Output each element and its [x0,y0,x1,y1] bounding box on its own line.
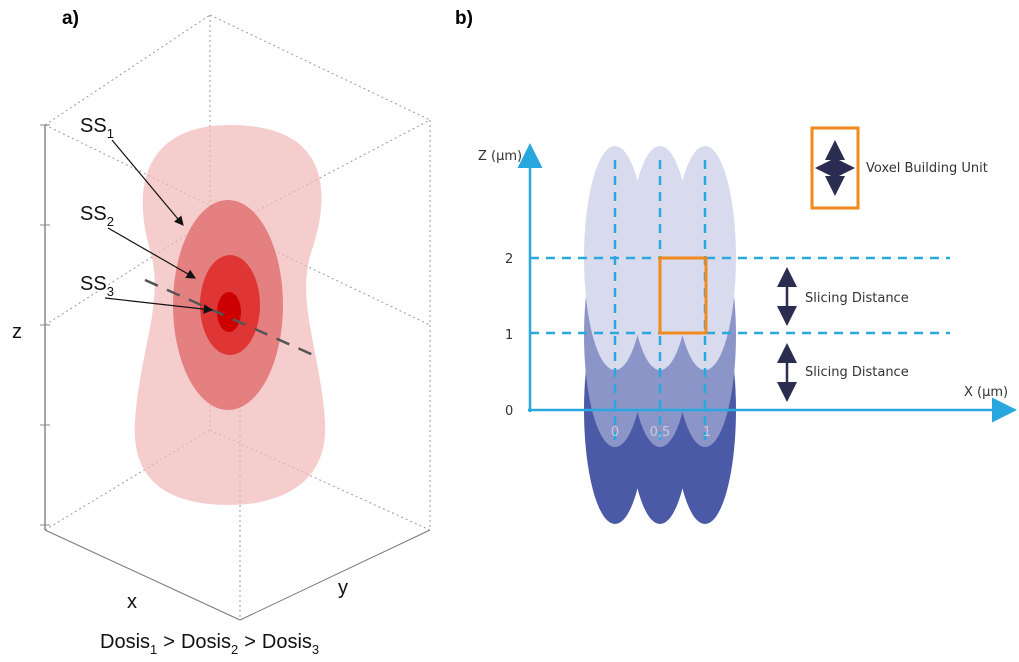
tick-label: 2 [505,252,513,267]
tick-label: 0 [505,404,513,419]
axis-label: z [12,321,22,343]
caption: Dosis1>Dosis2>Dosis3 [100,631,319,657]
axis-label: x [127,591,137,613]
legend-label: Voxel Building Unit [866,161,988,176]
axis-label: y [338,577,348,599]
annotation: Slicing Distance [805,365,909,380]
panel-label: a) [62,8,79,29]
voxel-ellipses [584,146,736,524]
figure: a) SS1 SS2 SS3 z x y Dosis1>Dosis2>Dosis… [0,0,1019,662]
axis-title: X (µm) [964,385,1008,400]
annotation: Slicing Distance [805,291,909,306]
core [217,292,241,332]
legend-icon [820,145,850,191]
panel-label: b) [455,8,473,29]
tick-label: 1 [703,425,711,440]
tick-label: 1 [505,328,513,343]
ss-label: SS3 [80,273,114,299]
tick-label: 0 [611,425,619,440]
ss-label: SS2 [80,203,114,229]
axis-title: Z (µm) [478,149,522,164]
tick-label: 0,5 [650,425,671,440]
ss-label: SS1 [80,115,114,141]
